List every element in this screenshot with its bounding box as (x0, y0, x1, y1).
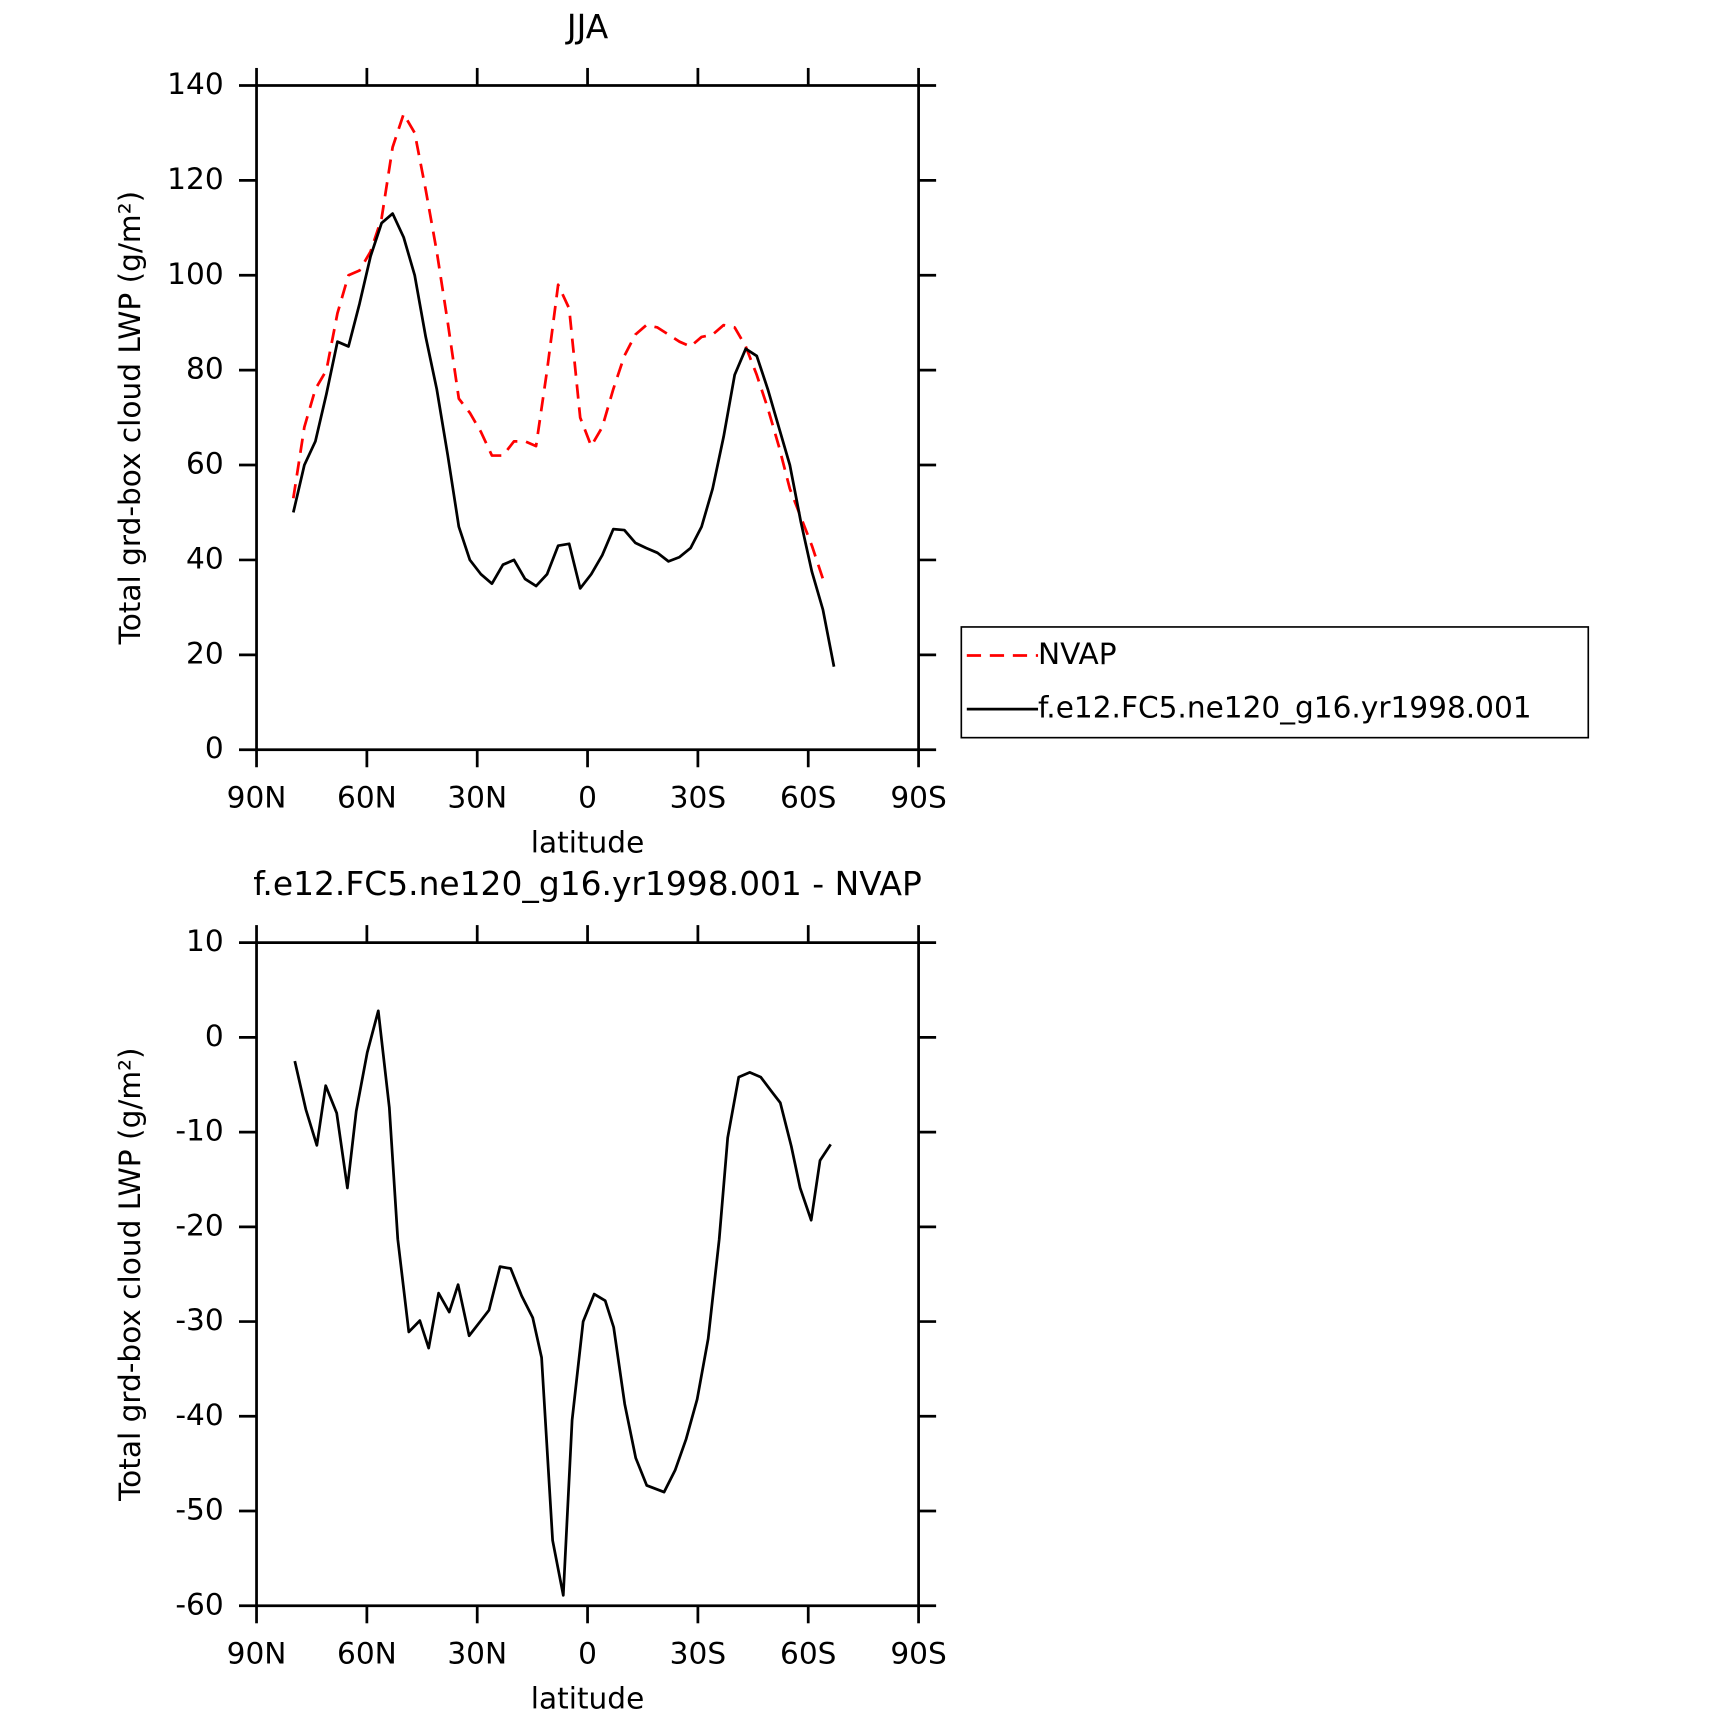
y-tick-label: -60 (175, 1587, 223, 1621)
y-tick-label: -50 (175, 1493, 223, 1527)
y-tick-label: 40 (186, 541, 224, 575)
y-tick-label: -10 (175, 1114, 223, 1148)
x-tick-label: 60S (780, 1637, 836, 1671)
y-tick-label: -30 (175, 1303, 223, 1337)
legend-box (960, 626, 1590, 739)
legend-label: NVAP (1038, 637, 1117, 671)
x-tick-label: 0 (578, 1637, 597, 1671)
plot-frame (255, 941, 920, 1608)
y-tick-label: 0 (205, 731, 224, 765)
x-axis-label: latitude (531, 1682, 644, 1716)
x-tick-label: 90S (890, 781, 946, 815)
y-tick-label: 10 (186, 924, 224, 958)
legend-label: f.e12.FC5.ne120_g16.yr1998.001 (1038, 691, 1532, 725)
y-tick-label: 140 (167, 67, 223, 101)
plot-frame (255, 84, 920, 752)
y-tick-label: -40 (175, 1398, 223, 1432)
y-tick-label: 0 (205, 1019, 224, 1053)
x-tick-label: 30S (670, 781, 726, 815)
x-tick-label: 30N (447, 1637, 507, 1671)
x-tick-label: 30N (447, 781, 507, 815)
series-line (291, 212, 836, 667)
y-tick-label: -20 (175, 1208, 223, 1242)
x-tick-label: 0 (578, 781, 597, 815)
y-tick-label: 60 (186, 447, 224, 481)
x-tick-label: 60S (780, 781, 836, 815)
y-tick-label: 120 (167, 162, 223, 196)
series-line (293, 1009, 832, 1597)
x-tick-label: 60N (337, 781, 397, 815)
chart-title: f.e12.FC5.ne120_g16.yr1998.001 - NVAP (253, 864, 922, 903)
y-axis-label: Total grd-box cloud LWP (g/m²) (113, 1047, 147, 1501)
x-tick-label: 60N (337, 1637, 397, 1671)
x-tick-label: 90N (227, 1637, 287, 1671)
x-tick-label: 30S (670, 1637, 726, 1671)
x-tick-label: 90S (890, 1637, 946, 1671)
x-axis-label: latitude (531, 825, 644, 859)
y-tick-label: 80 (186, 352, 224, 386)
y-tick-label: 20 (186, 636, 224, 670)
x-tick-label: 90N (227, 781, 287, 815)
series-line (291, 112, 825, 580)
chart-title: JJA (565, 7, 609, 46)
y-axis-label: Total grd-box cloud LWP (g/m²) (113, 191, 147, 645)
y-tick-label: 100 (167, 257, 223, 291)
